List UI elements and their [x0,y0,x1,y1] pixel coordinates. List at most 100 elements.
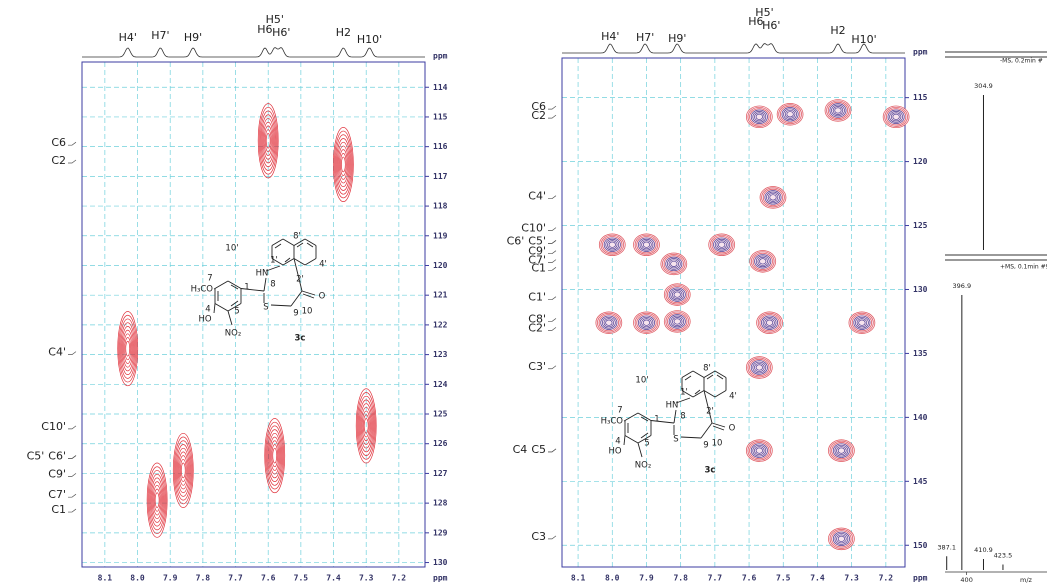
cross-peak [599,234,625,256]
atom-label: H₃CO [601,417,624,427]
atom-label: S [673,435,678,445]
leader-line [548,115,556,118]
cross-peak [828,528,854,550]
cross-peak [828,440,854,462]
y-tick-label: 116 [433,142,448,151]
cross-peak [173,433,193,507]
carbon-label: C4 [513,443,528,456]
contour-ring [599,234,625,256]
atom-label: 5 [644,439,649,449]
x-tick-label: 7.5 [776,574,791,583]
y-tick-label: 119 [433,231,448,240]
contour-ring [267,426,283,485]
x-tick-label: 8.0 [130,574,145,583]
cross-peak [757,312,783,334]
leader-line [548,449,556,452]
x-tick-label: 7.7 [708,574,723,583]
contour-ring [155,493,159,508]
cross-peak [777,103,803,125]
carbon-label: C1 [531,261,546,274]
contour-ring [746,440,772,462]
mass-spectrum: -MS, 0.2min #304.9+MS, 0.1min #9387.1396… [937,52,1047,584]
atom-label: HN [256,269,269,279]
contour-ring [126,341,130,356]
bond [682,371,693,378]
molecule: 8'10'1'2'4'HN87H₃CO14HO5NO₂S910O3c [601,364,737,476]
bond [228,311,232,325]
atom-label: HN [666,401,679,411]
contour-ring [709,234,735,256]
atom-label: 4 [205,305,210,315]
contour-ring [849,312,875,334]
y-tick-label: 114 [433,83,448,92]
atom-label: 1 [244,283,249,293]
atom-label: 8 [270,280,275,290]
peak-label: 387.1 [937,543,956,551]
atom-label: 1' [270,256,278,266]
bond [264,278,266,291]
x-tick-label: 8.0 [605,574,620,583]
proton-label: H10' [357,33,382,46]
carbon-label: C2 [531,109,546,122]
carbon-label: C5 [531,443,546,456]
proton-label: H2 [336,26,351,39]
proton-label: H9' [184,31,202,44]
y-tick-label: 125 [913,221,928,230]
leader-line [68,142,76,145]
contour-ring [341,157,345,172]
contour-ring [828,440,854,462]
y-tick-label: 129 [433,528,448,537]
leader-line [548,106,556,109]
bond [625,413,638,421]
leader-line [68,456,76,459]
proton-label: H7' [636,31,654,44]
y-tick-label: 127 [433,469,448,478]
carbon-label: C6' [507,234,525,247]
leader-line [548,260,556,263]
leader-line [68,426,76,429]
y-tick-label: 140 [913,413,928,422]
carbon-label: C4' [48,346,66,359]
atom-label: 7 [207,274,212,284]
bond [638,443,642,457]
proton-label: H2 [830,24,845,37]
y-tick-label: 124 [433,380,448,389]
x-tick-label: 7.3 [844,574,859,583]
bond [681,437,701,438]
contour-ring [828,528,854,550]
x-tick-label: 7.6 [742,574,757,583]
contour-ring [746,357,772,379]
cross-peak [746,357,772,379]
y-tick-label: 130 [913,285,928,294]
y-tick-label: 115 [433,112,448,121]
bond [625,436,638,444]
contour-ring [123,330,133,367]
contour-ring [777,103,803,125]
peak-label: 396.9 [953,282,972,290]
contour-ring [335,135,351,194]
atom-label: 1 [654,415,659,425]
x-tick-label: 8.1 [98,574,113,583]
y-axis-label: ppm [913,48,928,57]
leader-line [548,297,556,300]
contour-plot: 8.18.07.97.87.77.67.57.47.37.21151201251… [507,6,928,583]
cross-peak [596,312,622,334]
bond [701,423,712,438]
atom-label: 9 [293,309,298,319]
leader-line [548,536,556,539]
contour-ring [760,187,786,209]
y-tick-label: 122 [433,320,448,329]
bond [231,285,238,289]
contour-ring [757,312,783,334]
atom-label: O [319,292,326,302]
contour-ring [664,284,690,306]
x-tick-label: 7.8 [196,574,211,583]
y-tick-label: 123 [433,350,448,359]
plot-frame [82,62,425,567]
bond [624,436,625,446]
carbon-label: C1 [51,503,66,516]
atom-label: 2' [706,407,714,417]
leader-line [548,196,556,199]
cross-peak [760,187,786,209]
contour-plot: 8.18.07.97.87.77.67.57.47.37.21141151161… [27,13,448,583]
